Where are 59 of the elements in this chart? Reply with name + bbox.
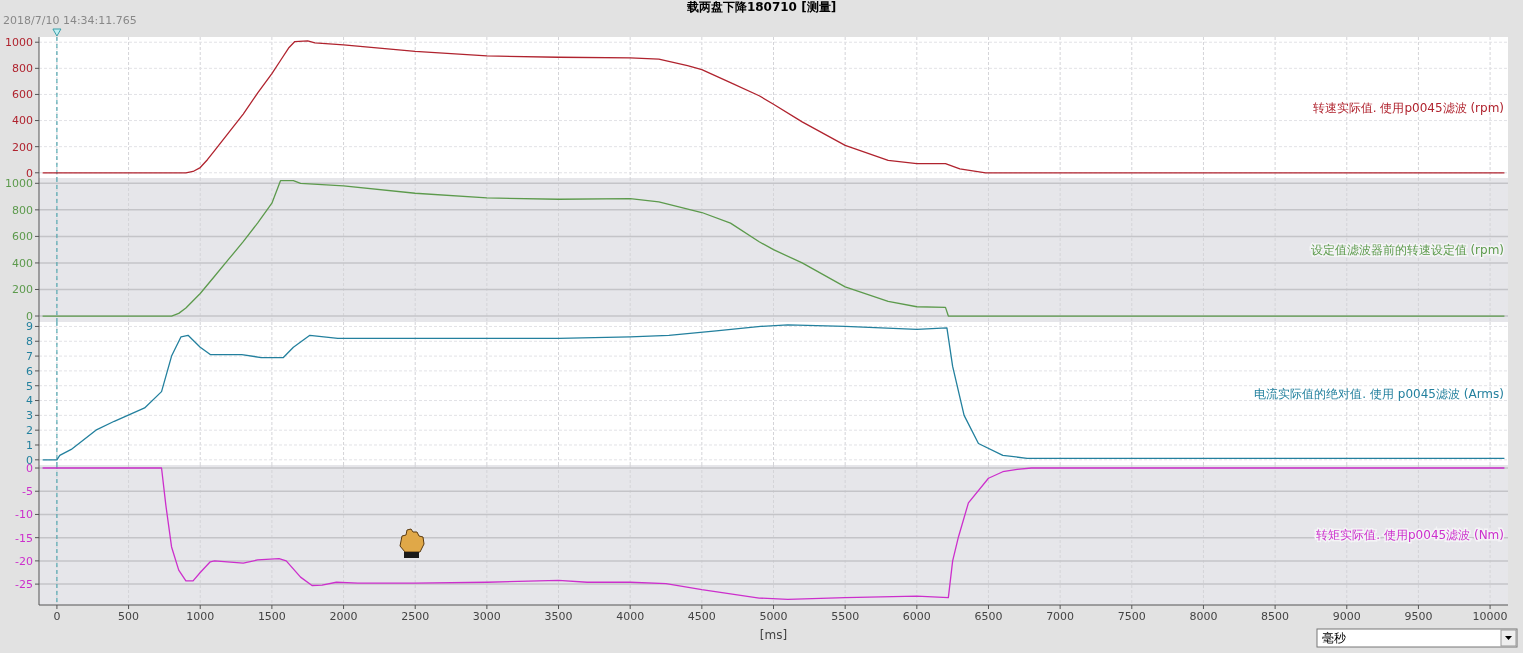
y-tick-label: 7 bbox=[26, 349, 33, 363]
x-tick-label: 6000 bbox=[902, 610, 931, 623]
x-tick-label: 5500 bbox=[831, 610, 860, 623]
x-tick-label: 6500 bbox=[974, 610, 1003, 623]
y-tick-label: 2 bbox=[26, 424, 33, 438]
line-series bbox=[41, 40, 1506, 174]
x-tick-label: 500 bbox=[118, 610, 140, 623]
y-tick-label: -15 bbox=[15, 531, 33, 545]
dropdown-field: 毫秒 bbox=[1316, 628, 1518, 648]
y-tick-label: 1 bbox=[26, 438, 33, 452]
y-tick-label: 600 bbox=[12, 230, 33, 244]
x-tick-label: 0 bbox=[53, 610, 61, 623]
y-tick-label: 1000 bbox=[5, 177, 33, 191]
x-tick-label: 9500 bbox=[1404, 610, 1433, 623]
y-tick-label: 0 bbox=[26, 166, 33, 180]
y-tick-label: 200 bbox=[12, 140, 33, 154]
x-tick-label: 1000 bbox=[186, 610, 215, 623]
text: 转速实际值. 使用p0045滤波 (rpm) bbox=[1312, 100, 1504, 115]
x-tick-label: 1500 bbox=[257, 610, 286, 623]
line-series bbox=[41, 324, 1506, 461]
y-tick-label: 0 bbox=[26, 309, 33, 323]
y-tick-label: -10 bbox=[15, 508, 33, 522]
y-tick-label: 200 bbox=[12, 283, 33, 297]
x-tick-label: 7000 bbox=[1046, 610, 1075, 623]
x-tick-label: 4500 bbox=[687, 610, 716, 623]
x-tick-label: 3000 bbox=[472, 610, 501, 623]
line-series bbox=[41, 180, 1506, 317]
x-tick-label: 2000 bbox=[329, 610, 358, 623]
y-tick-label: -5 bbox=[22, 485, 33, 499]
y-tick-label: 5 bbox=[26, 379, 33, 393]
y-tick-label: 9 bbox=[26, 320, 33, 334]
y-tick-label: 6 bbox=[26, 364, 33, 378]
y-tick-label: 800 bbox=[12, 203, 33, 217]
y-tick-label: 600 bbox=[12, 88, 33, 102]
chart-title: 载两盘下降180710 [测量] bbox=[685, 0, 837, 14]
y-tick-label: 400 bbox=[12, 256, 33, 270]
x-tick-label: 3500 bbox=[544, 610, 573, 623]
y-tick-label: 3 bbox=[26, 409, 33, 423]
y-tick-label: 800 bbox=[12, 62, 33, 76]
y-tick-label: 1000 bbox=[5, 36, 33, 50]
x-tick-label: 7500 bbox=[1117, 610, 1146, 623]
text: 设定值滤波器前的转速设定值 (rpm) bbox=[1310, 243, 1504, 258]
y-tick-label: 4 bbox=[26, 394, 33, 408]
x-axis-title: [ms] bbox=[759, 628, 788, 642]
y-tick-label: -25 bbox=[15, 577, 33, 591]
text: 2018/7/10 14:34:11.765 bbox=[3, 14, 137, 27]
line-series bbox=[41, 467, 1506, 601]
x-tick-label: 8000 bbox=[1189, 610, 1218, 623]
text: 电流实际值的绝对值. 使用 p0045滤波 (Arms) bbox=[1254, 386, 1504, 401]
y-tick-label: 400 bbox=[12, 114, 33, 128]
x-tick-label: 4000 bbox=[616, 610, 645, 623]
y-tick-label: 8 bbox=[26, 335, 33, 349]
x-tick-label: 8500 bbox=[1261, 610, 1290, 623]
x-tick-label: 10000 bbox=[1472, 610, 1508, 623]
y-tick-label: -20 bbox=[15, 554, 33, 568]
x-tick-label: 9000 bbox=[1332, 610, 1361, 623]
x-tick-label: 5000 bbox=[759, 610, 788, 623]
text: 转矩实际值. 使用p0045滤波 (Nm) bbox=[1316, 528, 1504, 543]
x-tick-label: 2500 bbox=[401, 610, 430, 623]
